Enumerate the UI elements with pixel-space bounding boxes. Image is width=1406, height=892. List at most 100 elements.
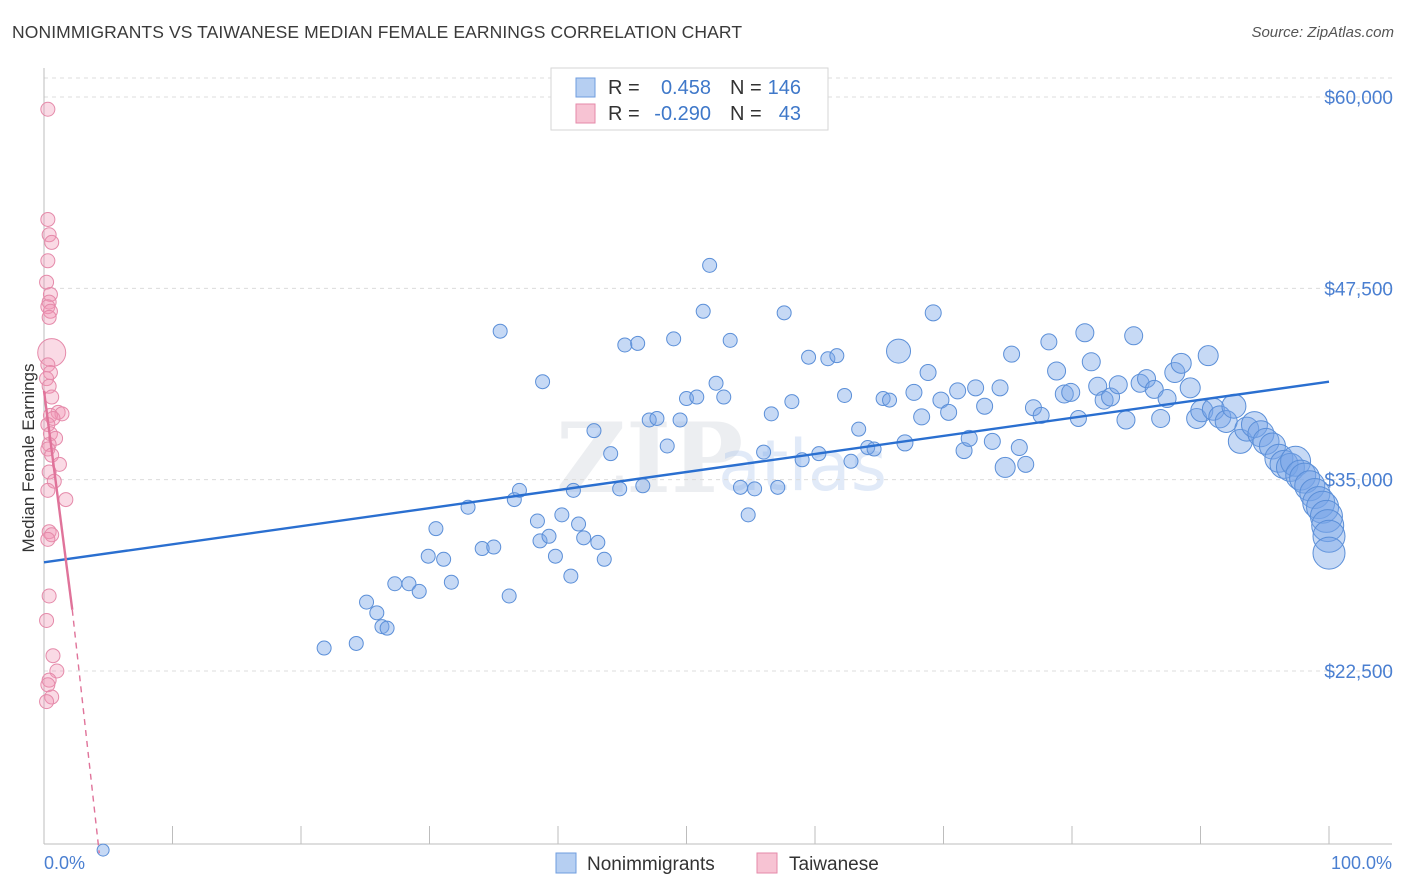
nonimmigrants-point-92 bbox=[1040, 333, 1058, 351]
taiwanese-point-9 bbox=[42, 303, 58, 319]
nonimmigrants-point-60 bbox=[801, 349, 817, 365]
nonimmigrants-point-91 bbox=[1032, 406, 1050, 424]
nonimmigrants-point-79 bbox=[949, 382, 967, 400]
nonimmigrants-point-27 bbox=[563, 568, 579, 584]
nonimmigrants-point-36 bbox=[617, 337, 633, 353]
nonimmigrants-point-22 bbox=[532, 533, 548, 549]
nonimmigrants-point-23 bbox=[535, 374, 551, 390]
taiwanese-point-3 bbox=[44, 234, 60, 250]
taiwanese-point-16 bbox=[44, 389, 60, 405]
nonimmigrants-point-16 bbox=[486, 539, 502, 555]
nonimmigrants-point-115 bbox=[1197, 345, 1219, 367]
taiwanese-point-8 bbox=[40, 299, 56, 315]
series-legend-swatch-nonimmigrants bbox=[555, 852, 577, 874]
taiwanese-point-23 bbox=[48, 430, 64, 446]
nonimmigrants-point-85 bbox=[991, 379, 1009, 397]
nonimmigrants-point-58 bbox=[784, 394, 800, 410]
legend-r-value-2: -0.290 bbox=[654, 103, 711, 125]
series-legend-nonimmigrants: Nonimmigrants bbox=[587, 854, 715, 875]
nonimmigrants-point-26 bbox=[554, 507, 570, 523]
taiwanese-point-20 bbox=[45, 410, 61, 426]
nonimmigrants-point-135 bbox=[1306, 490, 1340, 524]
taiwanese-point-42 bbox=[39, 694, 55, 710]
nonimmigrants-point-95 bbox=[1061, 382, 1081, 402]
y-axis-label: Median Female Earnings bbox=[19, 364, 38, 553]
nonimmigrants-point-18 bbox=[501, 588, 517, 604]
nonimmigrants-point-102 bbox=[1108, 375, 1128, 395]
taiwanese-trendline-extension bbox=[71, 609, 100, 854]
y-tick-label-22500: $22,500 bbox=[1324, 662, 1393, 683]
watermark-zip: ZIP bbox=[556, 402, 743, 515]
series-legend-swatch-taiwanese bbox=[756, 852, 778, 874]
nonimmigrants-point-126 bbox=[1264, 443, 1294, 473]
nonimmigrants-point-8 bbox=[401, 576, 417, 592]
nonimmigrants-point-52 bbox=[740, 507, 756, 523]
nonimmigrants-point-103 bbox=[1116, 410, 1136, 430]
nonimmigrants-point-40 bbox=[649, 410, 665, 426]
legend-r-value-1: 0.458 bbox=[661, 77, 711, 99]
nonimmigrants-point-64 bbox=[837, 387, 853, 403]
taiwanese-point-35 bbox=[41, 588, 57, 604]
taiwanese-point-1 bbox=[40, 211, 56, 227]
nonimmigrants-point-75 bbox=[919, 364, 937, 382]
nonimmigrants-point-82 bbox=[967, 379, 985, 397]
nonimmigrants-point-93 bbox=[1047, 361, 1067, 381]
taiwanese-point-10 bbox=[41, 309, 57, 325]
nonimmigrants-point-49 bbox=[716, 389, 732, 405]
nonimmigrants-point-83 bbox=[976, 397, 994, 415]
nonimmigrants-point-10 bbox=[420, 548, 436, 564]
nonimmigrants-point-11 bbox=[428, 521, 444, 537]
nonimmigrants-point-62 bbox=[820, 351, 836, 367]
legend-swatch-taiwanese bbox=[575, 103, 596, 124]
nonimmigrants-point-30 bbox=[576, 530, 592, 546]
nonimmigrants-point-48 bbox=[708, 375, 724, 391]
nonimmigrants-point-28 bbox=[565, 482, 581, 498]
nonimmigrants-point-25 bbox=[547, 548, 563, 564]
nonimmigrants-point-76 bbox=[924, 304, 942, 322]
series-legend-taiwanese: Taiwanese bbox=[789, 854, 879, 875]
nonimmigrants-point-45 bbox=[689, 389, 705, 405]
nonimmigrants-point-123 bbox=[1247, 420, 1275, 448]
nonimmigrants-point-66 bbox=[851, 421, 867, 437]
y-tick-label-35000: $35,000 bbox=[1324, 471, 1393, 492]
taiwanese-point-34 bbox=[40, 531, 56, 547]
nonimmigrants-point-78 bbox=[940, 403, 958, 421]
nonimmigrants-point-55 bbox=[763, 406, 779, 422]
nonimmigrants-point-3 bbox=[359, 594, 375, 610]
taiwanese-point-30 bbox=[40, 482, 56, 498]
nonimmigrants-point-47 bbox=[702, 257, 718, 273]
nonimmigrants-point-104 bbox=[1124, 326, 1144, 346]
nonimmigrants-point-106 bbox=[1137, 369, 1157, 389]
nonimmigrants-point-34 bbox=[603, 446, 619, 462]
nonimmigrants-point-4 bbox=[369, 605, 385, 621]
legend-n-label-2: N = bbox=[730, 103, 762, 125]
nonimmigrants-point-56 bbox=[770, 479, 786, 495]
nonimmigrants-point-87 bbox=[1003, 345, 1021, 363]
x-ticks bbox=[43, 826, 1330, 844]
x-tick-label-max: 100.0% bbox=[1331, 853, 1392, 873]
nonimmigrants-point-112 bbox=[1179, 377, 1201, 399]
nonimmigrants-point-37 bbox=[630, 335, 646, 351]
nonimmigrants-point-31 bbox=[586, 423, 602, 439]
axes bbox=[43, 68, 1392, 845]
nonimmigrants-point-139 bbox=[1312, 536, 1346, 570]
nonimmigrants-point-138 bbox=[1312, 519, 1346, 553]
nonimmigrants-point-17 bbox=[492, 323, 508, 339]
nonimmigrants-point-6 bbox=[379, 620, 395, 636]
y-tick-labels: $22,500 $35,000 $47,500 $60,000 bbox=[1324, 88, 1393, 683]
taiwanese-point-0 bbox=[40, 101, 56, 117]
trendlines bbox=[42, 380, 1330, 854]
correlation-legend: R = 0.458 N = 146 R = -0.290 N = 43 bbox=[550, 67, 829, 131]
nonimmigrants-point-57 bbox=[776, 305, 792, 321]
nonimmigrants-point-13 bbox=[443, 574, 459, 590]
watermark: ZIP atlas bbox=[556, 402, 887, 515]
y-tick-label-60000: $60,000 bbox=[1324, 88, 1393, 109]
nonimmigrants-point-63 bbox=[829, 348, 845, 364]
nonimmigrants-point-54 bbox=[756, 444, 772, 460]
y-tick-label-47500: $47,500 bbox=[1324, 279, 1393, 300]
taiwanese-point-6 bbox=[42, 286, 58, 302]
nonimmigrants-point-97 bbox=[1075, 323, 1095, 343]
legend-n-value-2: 43 bbox=[779, 103, 801, 125]
nonimmigrants-point-42 bbox=[666, 331, 682, 347]
